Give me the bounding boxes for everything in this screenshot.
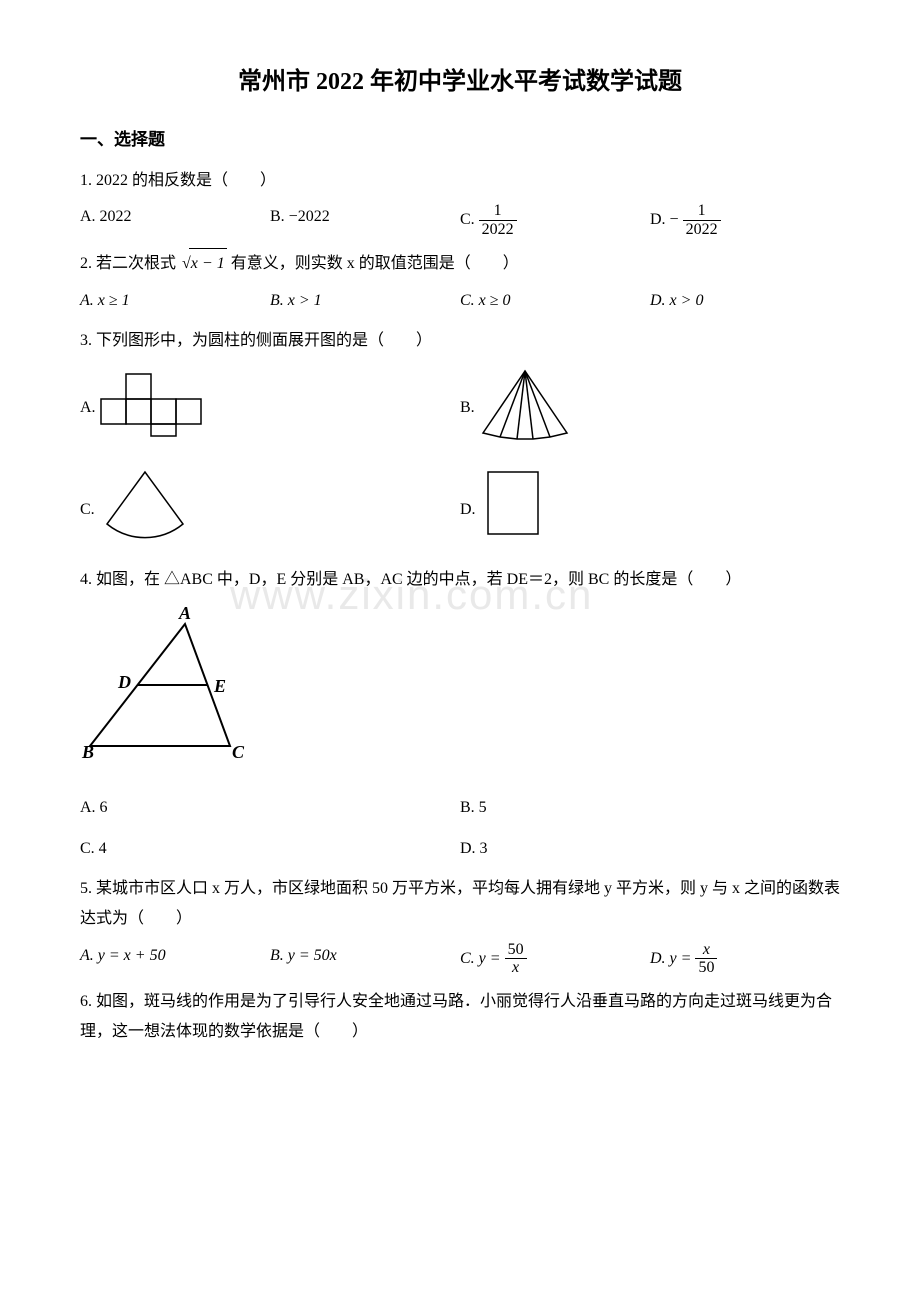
label-B: B [81, 742, 94, 762]
q3-options-row2: C. D. [80, 464, 840, 555]
q1-opt-a: A. 2022 [80, 202, 270, 238]
q1c-num: 1 [479, 202, 517, 221]
q1c-frac: 1 2022 [479, 202, 517, 238]
q2-opt-c: C. x ≥ 0 [460, 286, 650, 316]
q3-opt-c: C. [80, 464, 460, 555]
sqrt-icon: √x − 1 [180, 248, 227, 279]
sector-icon [95, 464, 195, 555]
q3b-label: B. [460, 393, 475, 423]
q1d-prefix: D. − [650, 211, 679, 228]
q4-opt-d: D. 3 [460, 834, 840, 864]
cone-fan-icon [475, 363, 575, 454]
q4-options-row1: A. 6 B. 5 [80, 793, 840, 823]
q4-opt-a: A. 6 [80, 793, 460, 823]
q3-options-row1: A. B. [80, 363, 840, 454]
q5-opt-c: C. y = 50 x [460, 941, 650, 977]
label-D: D [117, 672, 131, 692]
q3c-label: C. [80, 495, 95, 525]
q1d-den: 2022 [683, 221, 721, 239]
q2-opt-d: D. x > 0 [650, 286, 840, 316]
exam-title: 常州市 2022 年初中学业水平考试数学试题 [80, 60, 840, 106]
q1-opt-b: B. −2022 [270, 202, 460, 238]
q2-suffix: 有意义，则实数 x 的取值范围是（ ） [231, 255, 519, 272]
q2-radicand: x − 1 [189, 248, 227, 279]
q1-options: A. 2022 B. −2022 C. 1 2022 D. − 1 2022 [80, 202, 840, 238]
q1-text: 1. 2022 的相反数是（ ） [80, 166, 840, 196]
label-A: A [178, 606, 191, 623]
q5c-num: 50 [505, 941, 527, 960]
q1-opt-c: C. 1 2022 [460, 202, 650, 238]
q5d-num: x [695, 941, 717, 960]
q4-opt-c: C. 4 [80, 834, 460, 864]
label-E: E [213, 676, 226, 696]
q5c-prefix: C. y = [460, 950, 505, 967]
q4-opt-b: B. 5 [460, 793, 840, 823]
q1-opt-d: D. − 1 2022 [650, 202, 840, 238]
q4-figure: A B C D E [80, 606, 840, 777]
q3-opt-a: A. [80, 363, 460, 454]
q4-text: 4. 如图，在 △ABC 中，D，E 分别是 AB，AC 边的中点，若 DE＝2… [80, 565, 840, 595]
q5-opt-a: A. y = x + 50 [80, 941, 270, 977]
question-6: 6. 如图，斑马线的作用是为了引导行人安全地通过马路．小丽觉得行人沿垂直马路的方… [80, 987, 840, 1048]
q1c-prefix: C. [460, 211, 479, 228]
q2-options: A. x ≥ 1 B. x > 1 C. x ≥ 0 D. x > 0 [80, 286, 840, 316]
label-C: C [232, 742, 245, 762]
question-4: www.zixin.com.cn 4. 如图，在 △ABC 中，D，E 分别是 … [80, 565, 840, 864]
question-5: 5. 某城市市区人口 x 万人，市区绿地面积 50 万平方米，平均每人拥有绿地 … [80, 874, 840, 977]
q3-opt-b: B. [460, 363, 840, 454]
q5c-den: x [505, 959, 527, 977]
q5-opt-d: D. y = x 50 [650, 941, 840, 977]
q3-opt-d: D. [460, 464, 840, 555]
q2-opt-a: A. x ≥ 1 [80, 286, 270, 316]
q5-opt-b: B. y = 50x [270, 941, 460, 977]
q3d-label: D. [460, 495, 476, 525]
q5d-prefix: D. y = [650, 950, 695, 967]
question-1: 1. 2022 的相反数是（ ） A. 2022 B. −2022 C. 1 2… [80, 166, 840, 239]
q5-options: A. y = x + 50 B. y = 50x C. y = 50 x D. … [80, 941, 840, 977]
q5d-frac: x 50 [695, 941, 717, 977]
cube-net-icon [96, 368, 216, 449]
question-2: 2. 若二次根式 √x − 1 有意义，则实数 x 的取值范围是（ ） A. x… [80, 248, 840, 316]
q4-options-row2: C. 4 D. 3 [80, 834, 840, 864]
section-1-header: 一、选择题 [80, 124, 840, 156]
q2-text: 2. 若二次根式 √x − 1 有意义，则实数 x 的取值范围是（ ） [80, 248, 840, 279]
q1d-frac: 1 2022 [683, 202, 721, 238]
q5c-frac: 50 x [505, 941, 527, 977]
q5d-den: 50 [695, 959, 717, 977]
q6-text: 6. 如图，斑马线的作用是为了引导行人安全地通过马路．小丽觉得行人沿垂直马路的方… [80, 987, 840, 1048]
q2-opt-b: B. x > 1 [270, 286, 460, 316]
q1c-den: 2022 [479, 221, 517, 239]
q1d-num: 1 [683, 202, 721, 221]
q3a-label: A. [80, 393, 96, 423]
question-3: 3. 下列图形中，为圆柱的侧面展开图的是（ ） A. B. [80, 326, 840, 555]
q5-text: 5. 某城市市区人口 x 万人，市区绿地面积 50 万平方米，平均每人拥有绿地 … [80, 874, 840, 935]
q2-prefix: 2. 若二次根式 [80, 255, 176, 272]
q3-text: 3. 下列图形中，为圆柱的侧面展开图的是（ ） [80, 326, 840, 356]
rectangle-icon [476, 464, 556, 555]
